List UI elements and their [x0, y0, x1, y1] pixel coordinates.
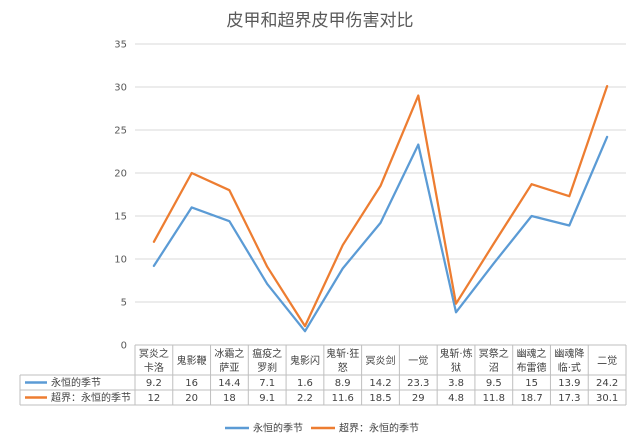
legend-label: 永恒的季节	[253, 422, 303, 435]
category-label: 二觉	[597, 355, 617, 367]
table-cell: 2.2	[297, 393, 313, 404]
category-label: 怒	[338, 361, 348, 374]
table-cell: 18	[223, 393, 236, 404]
category-label: 一觉	[408, 355, 428, 367]
category-label: 沼	[489, 361, 499, 374]
table-cell: 13.9	[558, 378, 580, 389]
y-tick-label: 5	[121, 298, 127, 309]
table-cell: 7.1	[259, 378, 275, 389]
category-label: 卡洛	[144, 361, 164, 374]
table-cell: 30.1	[596, 393, 618, 404]
y-tick-label: 0	[121, 341, 127, 352]
table-cell: 23.3	[407, 378, 429, 389]
table-cell: 9.2	[146, 378, 162, 389]
category-label: 罗刹	[257, 362, 277, 374]
table-cell: 20	[185, 393, 198, 404]
table-cell: 18.7	[520, 393, 542, 404]
chart-title: 皮甲和超界皮甲伤害对比	[227, 11, 414, 31]
y-tick-label: 35	[114, 40, 127, 51]
category-label: 冥祭之	[479, 347, 509, 360]
table-cell: 12	[148, 393, 161, 404]
table-cell: 9.1	[259, 393, 275, 404]
y-tick-label: 15	[114, 212, 127, 223]
category-label: 幽魂之	[517, 347, 547, 360]
legend-label: 超界：永恒的季节	[339, 422, 419, 435]
category-label: 临·式	[558, 361, 581, 374]
table-series-name: 超界：永恒的季节	[51, 391, 131, 404]
category-label: 鬼斩·狂	[326, 347, 359, 360]
table-cell: 16	[185, 378, 198, 389]
table-cell: 18.5	[369, 393, 391, 404]
category-label: 瘟疫之	[252, 347, 282, 360]
category-label: 萨亚	[219, 362, 239, 374]
category-label: 鬼斩·炼	[439, 347, 472, 360]
table-series-name: 永恒的季节	[51, 376, 101, 389]
table-cell: 17.3	[558, 393, 580, 404]
y-tick-label: 30	[114, 83, 127, 94]
table-cell: 11.6	[332, 393, 354, 404]
category-label: 幽魂降	[554, 347, 584, 360]
category-label: 鬼影鞭	[177, 354, 207, 367]
table-cell: 4.8	[448, 393, 464, 404]
y-tick-label: 25	[114, 126, 127, 137]
category-label: 布雷德	[517, 361, 547, 374]
table-cell: 24.2	[596, 378, 618, 389]
table-cell: 9.5	[486, 378, 502, 389]
table-cell: 15	[525, 378, 538, 389]
category-label: 冥炎之	[139, 347, 169, 360]
category-label: 鬼影闪	[290, 354, 320, 367]
table-cell: 3.8	[448, 378, 464, 389]
table-cell: 1.6	[297, 378, 313, 389]
category-label: 狱	[451, 362, 461, 374]
table-cell: 29	[412, 393, 425, 404]
table-cell: 8.9	[335, 378, 351, 389]
table-cell: 14.4	[218, 378, 240, 389]
y-tick-label: 10	[114, 255, 127, 266]
category-label: 冰霜之	[214, 347, 244, 360]
series-line-base	[152, 135, 609, 333]
category-label: 冥炎剑	[366, 354, 396, 367]
series-line-exceed	[152, 84, 609, 328]
table-cell: 14.2	[369, 378, 391, 389]
y-tick-label: 20	[114, 169, 127, 180]
table-cell: 11.8	[483, 393, 505, 404]
